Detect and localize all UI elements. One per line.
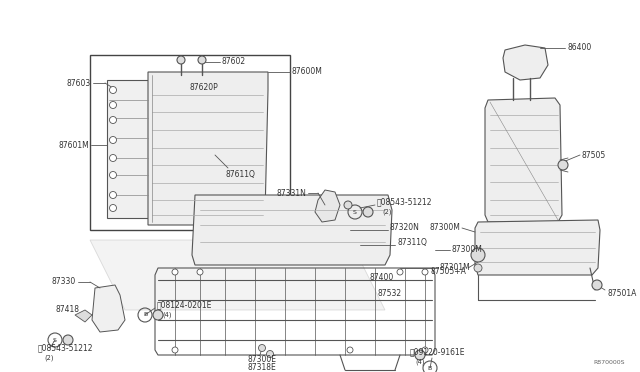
Text: 87331N: 87331N [276,189,306,198]
Text: S: S [53,337,57,343]
Circle shape [415,350,425,360]
Polygon shape [503,45,548,80]
Circle shape [177,56,185,64]
Text: 87505+A: 87505+A [430,267,466,276]
Circle shape [109,102,116,109]
Polygon shape [75,310,92,322]
Circle shape [363,207,373,217]
Polygon shape [315,190,340,222]
Circle shape [197,269,203,275]
Text: 87320N: 87320N [390,224,420,232]
Text: ⒲08124-0201E: ⒲08124-0201E [157,301,212,310]
Circle shape [347,347,353,353]
Text: B: B [143,312,147,317]
Bar [90,55,290,230]
Text: 87601M: 87601M [58,141,89,150]
Text: 87501A: 87501A [607,289,636,298]
Circle shape [474,264,482,272]
Text: 87602: 87602 [222,58,246,67]
Text: (4): (4) [415,359,424,365]
Circle shape [266,350,273,357]
Text: 87600M: 87600M [292,67,323,77]
Text: 87300M: 87300M [429,224,460,232]
Text: 87318E: 87318E [248,363,276,372]
Polygon shape [475,220,600,275]
Circle shape [109,116,116,124]
Circle shape [344,201,352,209]
Text: (2): (2) [44,355,54,361]
Circle shape [109,137,116,144]
Polygon shape [148,72,268,225]
Text: 87300M: 87300M [452,246,483,254]
Circle shape [397,269,403,275]
Text: Ⓝ08543-51212: Ⓝ08543-51212 [377,198,433,206]
Circle shape [153,310,163,320]
Polygon shape [92,285,125,332]
Text: S: S [353,209,357,215]
Text: 87300E: 87300E [248,356,277,365]
Circle shape [172,347,178,353]
Polygon shape [192,195,392,265]
Text: 87400: 87400 [370,273,394,282]
Circle shape [109,205,116,212]
Text: Ⓝ08543-51212: Ⓝ08543-51212 [38,343,93,353]
Circle shape [172,269,178,275]
Circle shape [592,280,602,290]
Text: 87505: 87505 [582,151,606,160]
Text: 87603: 87603 [67,78,91,87]
Circle shape [422,347,428,353]
Text: 86400: 86400 [567,44,591,52]
Circle shape [109,87,116,93]
Text: 87611Q: 87611Q [225,170,255,180]
Bar [107,80,150,218]
Text: B: B [428,366,432,371]
Polygon shape [485,98,562,222]
Circle shape [63,335,73,345]
Text: 87301M: 87301M [440,263,471,273]
Circle shape [109,192,116,199]
Text: 87532: 87532 [378,289,402,298]
Text: R870000S: R870000S [593,359,625,365]
Circle shape [471,248,485,262]
Circle shape [558,160,568,170]
Circle shape [109,171,116,179]
Text: 87418: 87418 [56,305,80,314]
Text: 87311Q: 87311Q [397,238,427,247]
Circle shape [109,154,116,161]
Circle shape [198,56,206,64]
Text: ⒲09120-9161E: ⒲09120-9161E [410,347,465,356]
Text: 87330: 87330 [52,278,76,286]
Text: 87620P: 87620P [190,83,219,93]
Polygon shape [90,240,385,310]
Text: (4): (4) [162,312,172,318]
Text: (2): (2) [382,209,392,215]
Circle shape [259,344,266,352]
Circle shape [422,269,428,275]
